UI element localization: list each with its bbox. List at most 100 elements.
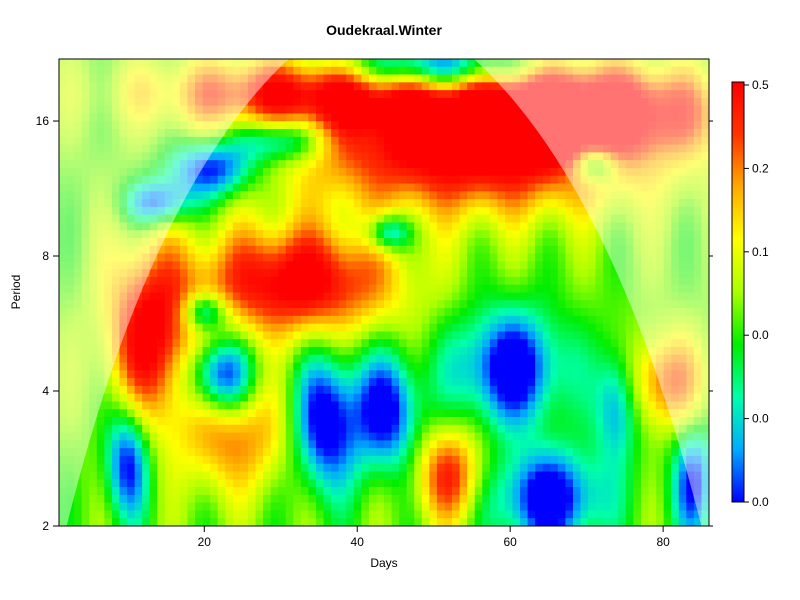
heatmap-cell [81, 393, 90, 403]
heatmap-cell [452, 253, 461, 262]
heatmap-cell [625, 113, 635, 122]
heatmap-cell [74, 463, 83, 473]
heatmap-cell [550, 276, 559, 286]
heatmap-cell [399, 487, 408, 496]
heatmap-cell [489, 308, 498, 317]
heatmap-cell [285, 378, 294, 387]
heatmap-cell [648, 90, 657, 99]
heatmap-cell [467, 191, 476, 200]
heatmap-cell [142, 502, 151, 512]
heatmap-cell [686, 448, 695, 457]
heatmap-cell [588, 97, 597, 107]
heatmap-cell [504, 401, 514, 410]
heatmap-cell [195, 440, 204, 449]
heatmap-cell [263, 339, 272, 348]
heatmap-cell [187, 261, 196, 270]
heatmap-cell [247, 136, 257, 146]
heatmap-cell [467, 183, 476, 192]
heatmap-cell [429, 144, 438, 153]
heatmap-cell [346, 401, 355, 410]
heatmap-cell [580, 222, 589, 231]
heatmap-cell [550, 238, 559, 247]
heatmap-cell [66, 261, 75, 270]
heatmap-cell [610, 315, 619, 325]
heatmap-cell [240, 129, 249, 138]
heatmap-cell [232, 417, 241, 426]
heatmap-cell [444, 129, 453, 138]
heatmap-cell [512, 300, 521, 309]
heatmap-cell [119, 292, 128, 301]
heatmap-cell [195, 455, 204, 465]
heatmap-cell [346, 144, 355, 153]
heatmap-cell [444, 269, 453, 278]
heatmap-cell [89, 308, 98, 317]
heatmap-cell [557, 245, 566, 255]
heatmap-cell [693, 284, 703, 294]
heatmap-cell [210, 354, 219, 364]
heatmap-cell [353, 479, 362, 488]
heatmap-cell [353, 144, 362, 153]
heatmap-cell [240, 206, 249, 216]
heatmap-cell [232, 494, 241, 504]
heatmap-cell [164, 346, 173, 356]
heatmap-cell [429, 253, 438, 262]
heatmap-cell [693, 74, 703, 83]
heatmap-cell [520, 378, 529, 387]
heatmap-cell [467, 121, 476, 130]
heatmap-cell [270, 448, 279, 457]
heatmap-cell [127, 471, 136, 480]
heatmap-cell [459, 463, 468, 473]
heatmap-cell [693, 292, 703, 301]
heatmap-cell [610, 82, 619, 91]
heatmap-cell [467, 494, 476, 504]
heatmap-cell [550, 253, 559, 262]
heatmap-cell [588, 105, 597, 115]
heatmap-cell [81, 245, 90, 255]
heatmap-cell [701, 261, 709, 270]
heatmap-cell [610, 502, 619, 512]
heatmap-cell [255, 167, 264, 177]
heatmap-cell [686, 455, 695, 465]
heatmap-cell [391, 144, 400, 153]
heatmap-cell [701, 448, 709, 457]
heatmap-cell [497, 502, 506, 512]
heatmap-cell [119, 424, 128, 434]
heatmap-cell [504, 191, 514, 200]
heatmap-cell [142, 59, 151, 68]
heatmap-cell [255, 378, 264, 387]
heatmap-cell [217, 261, 226, 270]
heatmap-cell [572, 245, 582, 255]
heatmap-cell [436, 183, 446, 192]
heatmap-cell [557, 479, 566, 488]
heatmap-cell [678, 370, 687, 379]
heatmap-cell [595, 191, 604, 200]
heatmap-cell [195, 191, 204, 200]
heatmap-cell [512, 487, 521, 496]
heatmap-cell [497, 370, 506, 379]
heatmap-cell [225, 440, 234, 449]
heatmap-cell [391, 59, 400, 68]
heatmap-cell [59, 455, 68, 465]
heatmap-cell [149, 393, 158, 403]
heatmap-cell [535, 199, 544, 208]
heatmap-cell [384, 82, 393, 91]
heatmap-cell [285, 129, 294, 138]
heatmap-cell [489, 90, 498, 99]
heatmap-cell [195, 59, 204, 68]
heatmap-cell [572, 417, 582, 426]
heatmap-cell [504, 214, 514, 224]
heatmap-cell [368, 199, 378, 208]
heatmap-cell [187, 417, 196, 426]
heatmap-cell [331, 167, 340, 177]
heatmap-cell [429, 97, 438, 107]
heatmap-cell [134, 74, 143, 83]
heatmap-cell [240, 214, 249, 224]
heatmap-cell [195, 284, 204, 294]
heatmap-cell [550, 230, 559, 239]
heatmap-cell [225, 74, 234, 83]
heatmap-cell [557, 253, 566, 262]
heatmap-cell [270, 339, 279, 348]
heatmap-cell [459, 354, 468, 364]
heatmap-cell [187, 487, 196, 496]
heatmap-cell [368, 82, 378, 91]
